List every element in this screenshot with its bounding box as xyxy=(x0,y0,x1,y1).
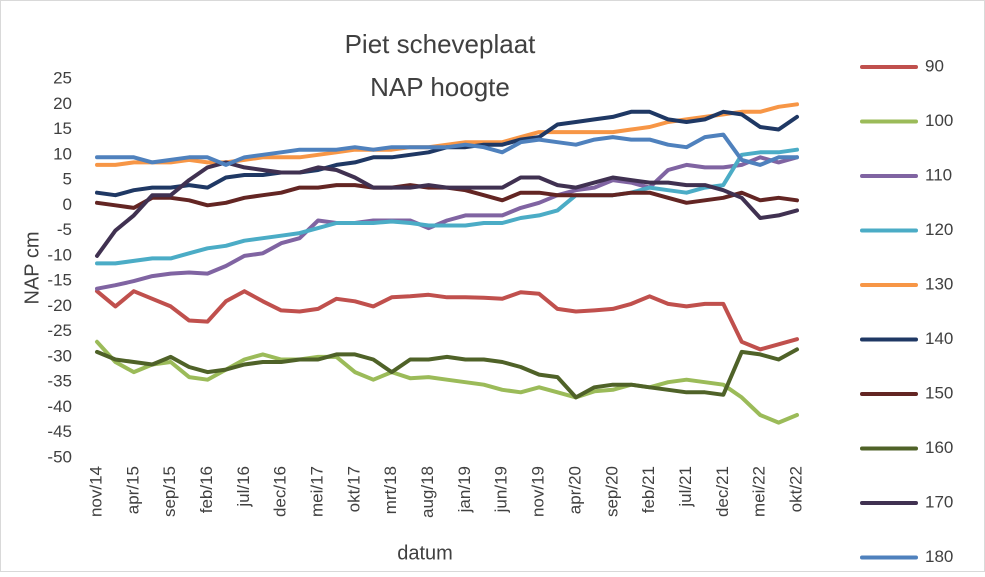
x-tick-label: jul/21 xyxy=(676,466,695,508)
series-line xyxy=(95,160,799,258)
y-tick-label: -30 xyxy=(47,346,72,365)
series-line xyxy=(95,147,799,266)
y-tick-label: -5 xyxy=(57,220,72,239)
chart-title: NAP hoogte xyxy=(370,72,510,102)
legend-label: 90 xyxy=(925,56,944,75)
y-tick-label: -20 xyxy=(47,296,72,315)
y-tick-label: -15 xyxy=(47,271,72,290)
series-line xyxy=(95,339,799,425)
legend-label: 160 xyxy=(925,438,953,457)
y-tick-label: -40 xyxy=(47,397,72,416)
x-tick-label: apr/15 xyxy=(123,466,142,514)
series-line xyxy=(95,155,799,291)
x-tick-label: aug/18 xyxy=(418,466,437,518)
x-tick-label: nov/14 xyxy=(86,466,105,517)
x-tick-label: okt/22 xyxy=(786,466,805,512)
legend-label: 120 xyxy=(925,220,953,239)
y-tick-label: 15 xyxy=(53,119,72,138)
legend-label: 130 xyxy=(925,274,953,293)
series-line xyxy=(95,132,799,167)
x-tick-label: sep/20 xyxy=(602,466,621,517)
x-tick-label: feb/21 xyxy=(639,466,658,513)
legend-label: 110 xyxy=(925,165,952,184)
legend-label: 100 xyxy=(925,111,953,130)
y-tick-label: -25 xyxy=(47,321,72,340)
x-tick-label: mrt/18 xyxy=(381,466,400,514)
x-tick-label: okt/17 xyxy=(344,466,363,512)
series-line xyxy=(95,289,799,352)
x-tick-label: mei/17 xyxy=(308,466,327,517)
chart-title: Piet scheveplaat xyxy=(345,29,537,59)
y-tick-label: -10 xyxy=(47,245,72,264)
y-tick-label: 10 xyxy=(53,144,72,163)
legend-label: 140 xyxy=(925,329,953,348)
y-tick-label: -45 xyxy=(47,422,72,441)
y-tick-label: 0 xyxy=(63,195,72,214)
x-axis-label: datum xyxy=(397,542,453,564)
x-tick-label: sep/15 xyxy=(160,466,179,517)
x-tick-label: jun/19 xyxy=(492,466,511,513)
legend-label: 180 xyxy=(925,547,953,566)
y-tick-label: 5 xyxy=(63,170,72,189)
x-tick-label: nov/19 xyxy=(529,466,548,517)
x-tick-label: jul/16 xyxy=(234,466,253,508)
x-tick-label: dec/16 xyxy=(271,466,290,517)
legend-label: 170 xyxy=(925,492,953,511)
y-tick-label: 25 xyxy=(53,68,72,87)
x-tick-label: jan/19 xyxy=(455,466,474,513)
series-line xyxy=(95,347,799,400)
x-tick-label: feb/16 xyxy=(197,466,216,513)
legend-label: 150 xyxy=(925,383,953,402)
y-axis-label: NAP cm xyxy=(21,232,43,305)
x-tick-label: mei/22 xyxy=(750,466,769,517)
y-tick-label: -35 xyxy=(47,372,72,391)
x-tick-label: dec/21 xyxy=(713,466,732,517)
x-tick-label: apr/20 xyxy=(565,466,584,514)
y-tick-label: 20 xyxy=(53,94,72,113)
y-tick-label: -50 xyxy=(47,447,72,466)
